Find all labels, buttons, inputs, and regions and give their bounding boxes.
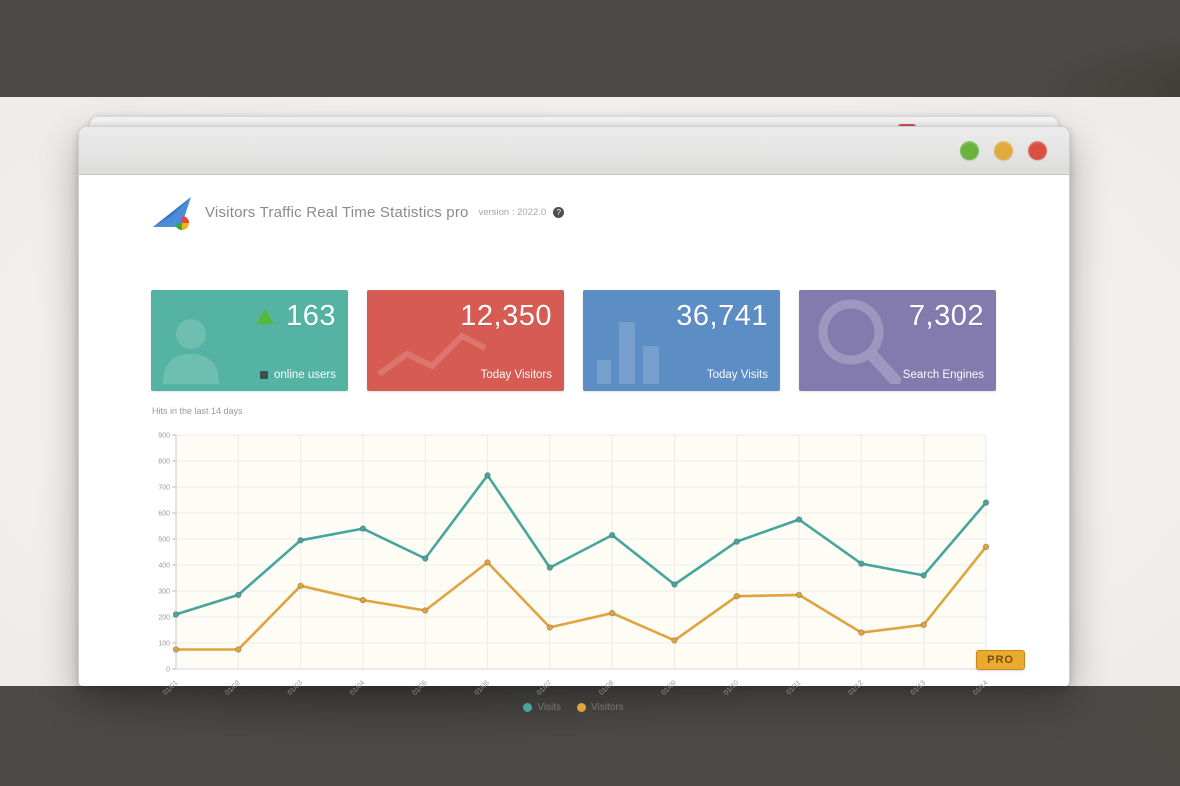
close-button[interactable] [1028, 141, 1047, 160]
stat-cards-row: 163 online users [151, 290, 996, 391]
svg-text:01/08: 01/08 [598, 679, 615, 696]
mini-user-icon [259, 371, 268, 379]
page-title: Visitors Traffic Real Time Statistics pr… [205, 203, 469, 221]
svg-text:01/03: 01/03 [287, 679, 304, 696]
stat-card-today-visitors: 12,350 Today Visitors [367, 290, 564, 391]
stat-card-online-users: 163 online users [151, 290, 348, 391]
stat-value: 163 [286, 300, 336, 332]
stat-label: Today Visits [706, 369, 768, 381]
app-header: Visitors Traffic Real Time Statistics pr… [151, 193, 565, 231]
stat-card-search-engines: 7,302 Search Engines [799, 290, 996, 391]
stat-value: 12,350 [460, 300, 552, 332]
svg-text:400: 400 [158, 563, 170, 570]
svg-text:200: 200 [158, 615, 170, 622]
zoom-button[interactable] [994, 141, 1013, 160]
stat-label: online users [259, 369, 336, 381]
svg-text:01/07: 01/07 [536, 679, 553, 696]
window-titlebar[interactable] [79, 127, 1069, 175]
stat-card-today-visits: 36,741 Today Visits [583, 290, 780, 391]
stat-value: 7,302 [908, 300, 984, 332]
window-controls [960, 141, 1047, 160]
svg-text:01/11: 01/11 [786, 679, 803, 696]
svg-text:100: 100 [158, 641, 170, 648]
svg-text:800: 800 [158, 459, 170, 466]
legend-item-visitors[interactable]: Visitors [577, 702, 624, 713]
help-icon[interactable]: ? [553, 206, 565, 218]
stat-value: 36,741 [676, 300, 768, 332]
dashboard-content: Visitors Traffic Real Time Statistics pr… [79, 175, 1069, 713]
svg-text:900: 900 [158, 433, 170, 440]
svg-text:01/14: 01/14 [972, 679, 989, 696]
svg-text:01/09: 01/09 [661, 679, 678, 696]
magnifier-icon [809, 294, 909, 389]
backdrop-top-band [0, 0, 1180, 97]
chart-title: Hits in the last 14 days [152, 406, 243, 416]
svg-text:300: 300 [158, 589, 170, 596]
line-chart: 0 100 200 300 400 500 600 700 800 900 01/01 01/02 01… [158, 433, 989, 697]
traffic-chart: 0 100 200 300 400 500 600 700 800 900 01/01 01/02 01… [151, 425, 996, 697]
svg-text:01/12: 01/12 [847, 679, 864, 696]
svg-text:01/01: 01/01 [162, 679, 179, 696]
visitors-legend-dot-icon [577, 703, 587, 712]
svg-text:01/13: 01/13 [910, 679, 927, 696]
backdrop-bottom-band [0, 686, 1180, 786]
line-chart-icon [377, 324, 487, 389]
minimize-button[interactable] [960, 141, 979, 160]
stat-label: Search Engines [902, 369, 984, 381]
legend-item-visits[interactable]: Visits [523, 702, 561, 713]
svg-text:0: 0 [166, 667, 170, 674]
chart-legend: Visits Visitors [151, 702, 996, 713]
svg-text:01/04: 01/04 [349, 679, 366, 696]
trend-up-icon [256, 309, 275, 324]
svg-text:01/05: 01/05 [411, 679, 428, 696]
version-label: version : 2022.0 [478, 206, 547, 218]
stat-label: Today Visitors [480, 369, 552, 381]
svg-text:700: 700 [158, 485, 170, 492]
user-icon [161, 312, 225, 389]
bar-chart-icon [593, 312, 683, 389]
svg-text:01/10: 01/10 [723, 679, 740, 696]
svg-text:01/02: 01/02 [224, 679, 241, 696]
svg-text:01/06: 01/06 [474, 679, 491, 696]
svg-text:500: 500 [158, 537, 170, 544]
app-window: Visitors Traffic Real Time Statistics pr… [78, 126, 1070, 713]
visits-legend-dot-icon [523, 703, 533, 712]
app-logo-icon [151, 193, 195, 231]
pro-badge[interactable]: PRO [976, 650, 1025, 670]
svg-text:600: 600 [158, 511, 170, 518]
